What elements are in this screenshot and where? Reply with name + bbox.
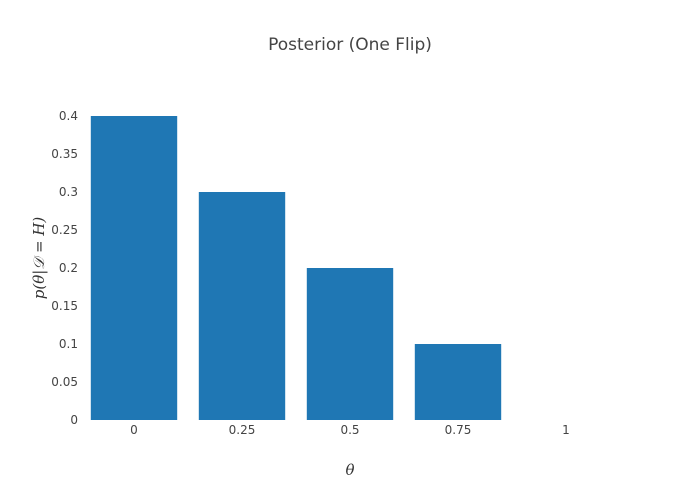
y-tick-label: 0 bbox=[70, 413, 78, 427]
y-tick-label: 0.35 bbox=[51, 147, 78, 161]
y-axis-ticks: 0 0.05 0.1 0.15 0.2 0.25 0.3 0.35 0.4 bbox=[51, 109, 78, 427]
x-axis-label: θ bbox=[345, 461, 354, 479]
bar-1 bbox=[198, 192, 286, 420]
bars-layer bbox=[90, 116, 502, 420]
x-tick-label: 1 bbox=[562, 423, 570, 437]
x-tick-label: 0.5 bbox=[340, 423, 359, 437]
chart-title: Posterior (One Flip) bbox=[268, 35, 432, 55]
y-tick-label: 0.4 bbox=[59, 109, 78, 123]
x-tick-label: 0.25 bbox=[229, 423, 256, 437]
x-axis-ticks: 0 0.25 0.5 0.75 1 bbox=[130, 423, 570, 437]
y-tick-label: 0.3 bbox=[59, 185, 78, 199]
y-tick-label: 0.15 bbox=[51, 299, 78, 313]
bar-3 bbox=[414, 344, 502, 420]
x-tick-label: 0.75 bbox=[445, 423, 472, 437]
y-tick-label: 0.25 bbox=[51, 223, 78, 237]
y-tick-label: 0.2 bbox=[59, 261, 78, 275]
y-axis-label: p(θ|𝒟 = H) bbox=[30, 217, 48, 300]
bar-2 bbox=[306, 268, 394, 420]
x-tick-label: 0 bbox=[130, 423, 138, 437]
y-tick-label: 0.05 bbox=[51, 375, 78, 389]
y-tick-label: 0.1 bbox=[59, 337, 78, 351]
bar-0 bbox=[90, 116, 178, 420]
